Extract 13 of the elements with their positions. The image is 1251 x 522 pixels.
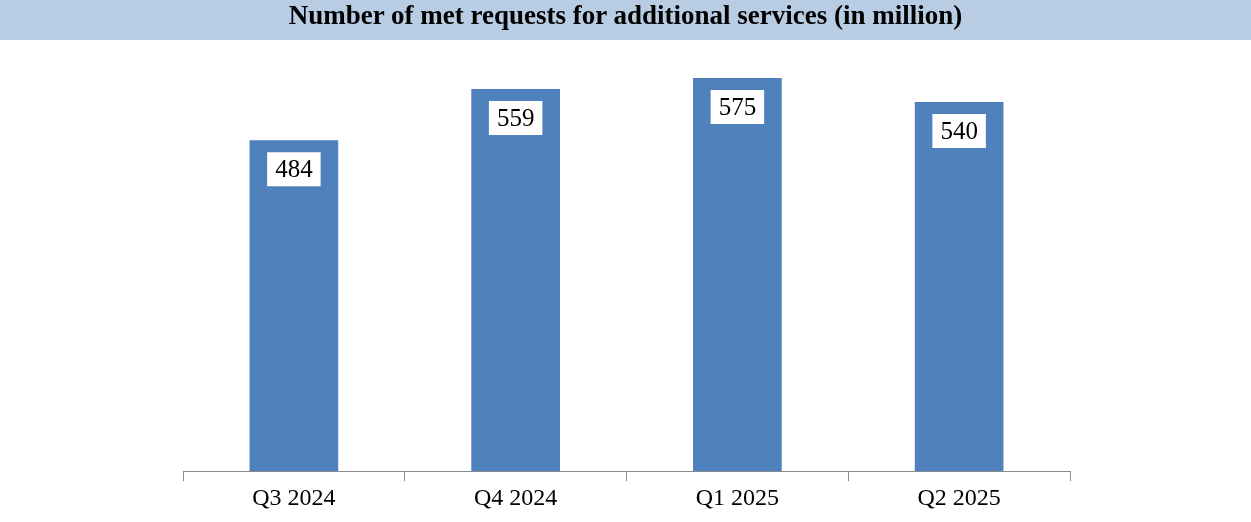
chart-title: Number of met requests for additional services (in million) [0,0,1251,40]
bar [914,102,1004,472]
bar [249,140,339,472]
data-label: 575 [718,92,757,120]
x-tick-label: Q4 2024 [473,483,558,510]
bar [471,89,560,472]
data-label: 484 [275,154,314,182]
x-tick-label: Q3 2024 [252,483,336,510]
x-tick-label: Q1 2025 [695,483,780,510]
bar [693,78,782,472]
data-label: 559 [496,103,535,131]
x-tick-label: Q2 2025 [917,483,1001,510]
data-label: 540 [940,116,978,144]
